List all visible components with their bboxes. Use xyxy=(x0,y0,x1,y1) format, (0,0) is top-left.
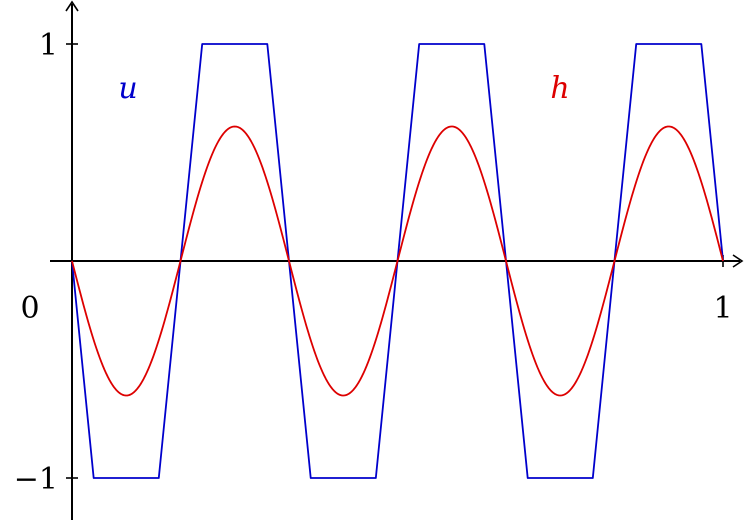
series-label-h: h xyxy=(550,71,569,106)
origin-label: 0 xyxy=(20,291,39,326)
axes xyxy=(50,0,744,520)
x-axis-arrow xyxy=(732,254,744,268)
x-tick-label-0: 1 xyxy=(713,291,732,326)
series-line-h xyxy=(71,125,724,397)
y-tick-label-1: −1 xyxy=(14,462,58,497)
y-axis-arrow xyxy=(65,0,79,12)
ticks: 1 −1 1 0 xyxy=(14,28,733,497)
series xyxy=(71,43,724,479)
y-tick-label-0: 1 xyxy=(39,28,58,63)
series-label-u: u xyxy=(118,71,137,106)
